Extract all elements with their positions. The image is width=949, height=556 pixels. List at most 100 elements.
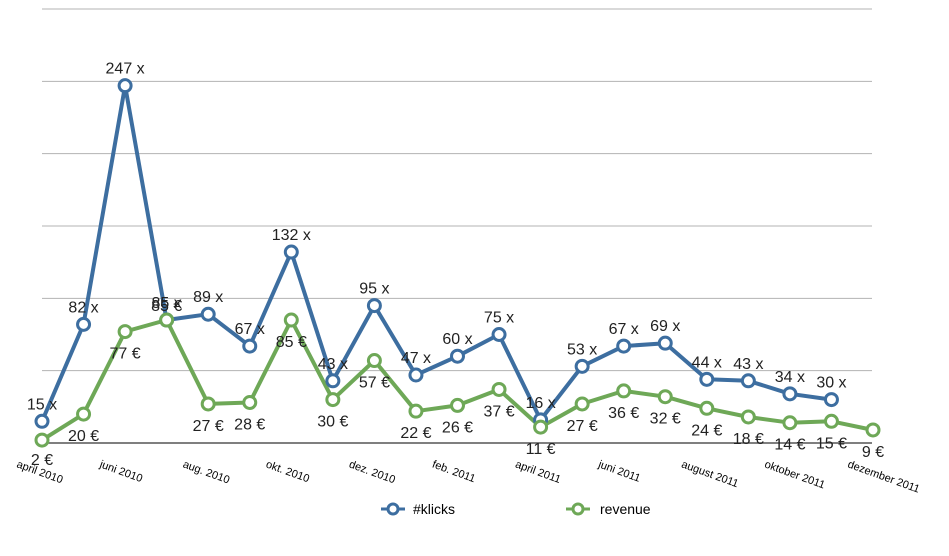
x-tick-label: okt. 2010 bbox=[264, 459, 311, 486]
x-tick-label: aug. 2010 bbox=[181, 459, 231, 487]
data-label-klicks: 30 x bbox=[816, 375, 846, 392]
point-klicks bbox=[366, 298, 382, 314]
x-tick-labels: april 2010 juni 2010 aug. 2010 okt. 2010 dez… bbox=[15, 458, 921, 495]
data-label-revenue: 85 € bbox=[151, 298, 182, 315]
data-label-klicks: 247 x bbox=[106, 61, 145, 78]
legend: #klicks revenue bbox=[381, 501, 651, 517]
data-label-revenue: 36 € bbox=[608, 405, 639, 422]
data-label-klicks: 69 x bbox=[650, 318, 680, 335]
data-label-revenue: 77 € bbox=[110, 346, 141, 363]
data-label-klicks: 132 x bbox=[272, 227, 311, 244]
point-klicks bbox=[408, 367, 424, 383]
data-label-klicks: 89 x bbox=[193, 289, 223, 306]
data-label-revenue: 27 € bbox=[567, 418, 598, 435]
data-label-klicks: 53 x bbox=[567, 341, 597, 358]
point-revenue bbox=[491, 381, 507, 397]
point-revenue bbox=[117, 324, 133, 340]
point-klicks bbox=[76, 316, 92, 332]
point-revenue bbox=[823, 413, 839, 429]
data-label-klicks: 43 x bbox=[733, 356, 763, 373]
point-klicks bbox=[242, 338, 258, 354]
point-revenue bbox=[200, 396, 216, 412]
point-klicks bbox=[782, 386, 798, 402]
point-revenue bbox=[325, 392, 341, 408]
point-klicks bbox=[117, 78, 133, 94]
data-label-klicks: 15 x bbox=[27, 396, 57, 413]
point-revenue bbox=[699, 400, 715, 416]
x-tick-label: dezember 2011 bbox=[846, 459, 921, 496]
point-klicks bbox=[740, 373, 756, 389]
data-label-revenue: 57 € bbox=[359, 375, 390, 392]
data-label-revenue: 20 € bbox=[68, 428, 99, 445]
data-labels: 15 x 82 x 247 x 85 x 89 x 67 x 132 x 43 x 95 x 47… bbox=[27, 61, 884, 469]
data-label-revenue: 22 € bbox=[400, 425, 431, 442]
data-label-revenue: 18 € bbox=[733, 431, 764, 448]
point-revenue bbox=[76, 406, 92, 422]
data-label-revenue: 14 € bbox=[774, 437, 805, 454]
data-label-klicks: 16 x bbox=[525, 395, 555, 412]
point-klicks bbox=[574, 358, 590, 374]
x-tick-label: feb. 2011 bbox=[430, 459, 476, 486]
point-revenue bbox=[408, 403, 424, 419]
data-label-klicks: 75 x bbox=[484, 310, 514, 327]
point-revenue bbox=[242, 394, 258, 410]
point-klicks bbox=[283, 244, 299, 260]
point-klicks bbox=[325, 373, 341, 389]
data-label-klicks: 44 x bbox=[692, 354, 722, 371]
data-label-revenue: 15 € bbox=[816, 435, 847, 452]
point-klicks bbox=[200, 306, 216, 322]
point-klicks bbox=[657, 335, 673, 351]
point-klicks bbox=[699, 371, 715, 387]
data-label-klicks: 47 x bbox=[401, 350, 431, 367]
data-label-klicks: 67 x bbox=[235, 321, 265, 338]
data-label-klicks: 85 x bbox=[152, 295, 182, 312]
point-revenue bbox=[34, 432, 50, 448]
data-label-klicks: 43 x bbox=[318, 356, 348, 373]
point-revenue bbox=[865, 422, 881, 438]
point-klicks bbox=[823, 392, 839, 408]
data-label-revenue: 27 € bbox=[193, 418, 224, 435]
x-tick-label: dez. 2010 bbox=[347, 459, 397, 487]
point-revenue bbox=[159, 312, 175, 328]
data-label-revenue: 2 € bbox=[31, 452, 53, 469]
point-revenue bbox=[533, 419, 549, 435]
legend-label-revenue: revenue bbox=[600, 501, 651, 517]
x-tick-label: august 2011 bbox=[680, 459, 740, 491]
series-markers bbox=[34, 78, 881, 448]
data-label-klicks: 95 x bbox=[359, 281, 389, 298]
point-klicks bbox=[491, 327, 507, 342]
point-revenue bbox=[616, 383, 632, 399]
point-revenue bbox=[657, 389, 673, 405]
legend-marker-revenue bbox=[571, 502, 585, 516]
data-label-klicks: 82 x bbox=[68, 299, 98, 316]
data-label-revenue: 24 € bbox=[691, 422, 722, 439]
data-label-klicks: 60 x bbox=[442, 331, 472, 348]
legend-label-klicks: #klicks bbox=[413, 501, 455, 517]
legend-item-revenue: revenue bbox=[566, 501, 651, 517]
legend-marker-klicks bbox=[386, 502, 400, 516]
data-label-revenue: 28 € bbox=[234, 416, 265, 433]
point-revenue bbox=[782, 415, 798, 431]
data-label-klicks: 34 x bbox=[775, 369, 805, 386]
x-tick-label: juni 2011 bbox=[596, 458, 642, 485]
point-klicks bbox=[616, 338, 632, 354]
data-label-revenue: 30 € bbox=[317, 414, 348, 431]
x-tick-label: juni 2010 bbox=[97, 458, 144, 485]
point-revenue bbox=[283, 312, 299, 328]
legend-item-klicks: #klicks bbox=[381, 501, 455, 517]
gridlines bbox=[42, 8, 872, 372]
x-tick-label: april 2011 bbox=[514, 459, 563, 487]
point-revenue bbox=[366, 353, 382, 369]
point-revenue bbox=[740, 409, 756, 425]
point-revenue bbox=[450, 397, 465, 413]
data-label-revenue: 11 € bbox=[526, 441, 556, 458]
point-klicks bbox=[450, 348, 465, 364]
point-revenue bbox=[574, 396, 590, 412]
point-klicks bbox=[34, 413, 50, 429]
data-label-revenue: 37 € bbox=[483, 403, 514, 420]
data-label-revenue: 9 € bbox=[862, 444, 884, 461]
x-tick-label: oktober 2011 bbox=[763, 459, 827, 492]
data-label-revenue: 32 € bbox=[650, 411, 681, 428]
data-label-klicks: 67 x bbox=[609, 321, 639, 338]
